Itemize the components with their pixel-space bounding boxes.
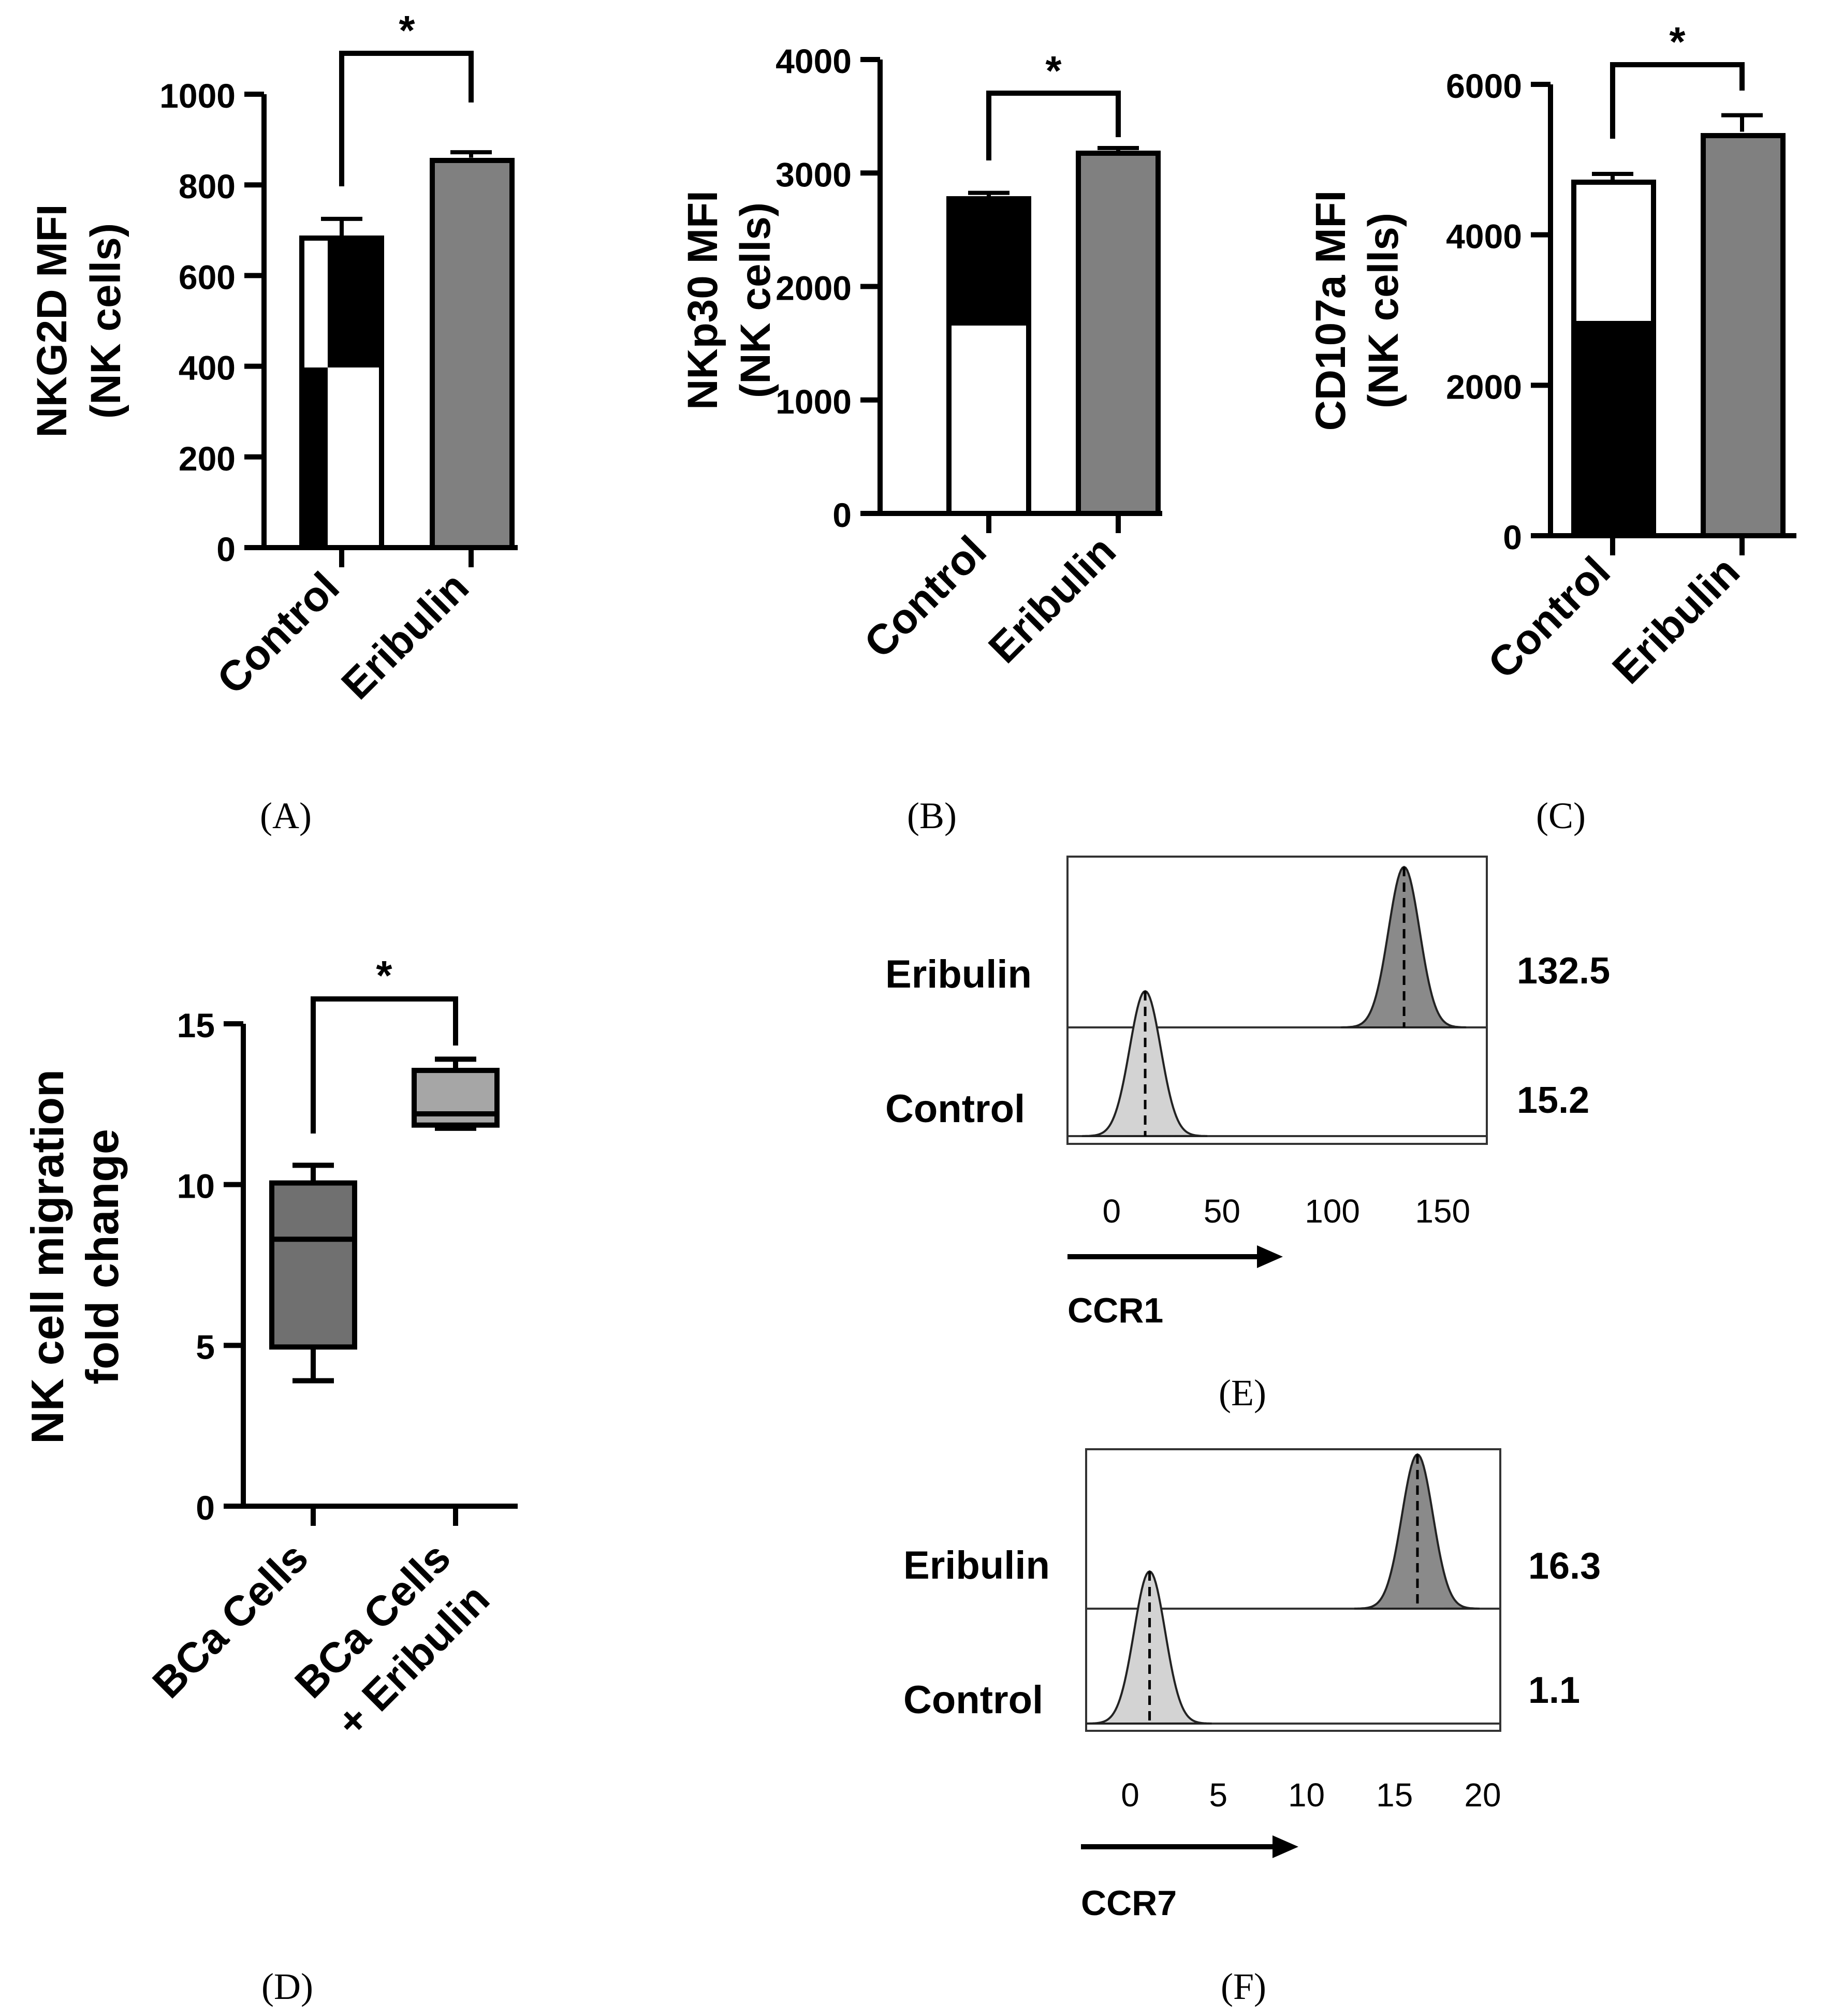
panel-b-y-label-line2: (NK cells): [732, 202, 779, 398]
panel-c-label: (C): [1536, 795, 1586, 836]
panel-a-y-tick-label: 800: [179, 167, 236, 205]
panel-c-x-tick-eribulin: Eribulin: [1604, 548, 1749, 693]
panel-c-bar-control-outline: [1571, 180, 1656, 538]
panel-a-x-tick-control: Control: [208, 563, 348, 703]
panel-f-row-value-control: 1.1: [1528, 1670, 1580, 1711]
panel-d: 0 5 10 15 * NK cell migration fold change B…: [22, 952, 518, 2007]
panel-c-y-label-line1: CD107a MFI: [1307, 190, 1354, 431]
panel-f-row-label-eribulin: Eribulin: [903, 1543, 1050, 1587]
panel-f-arrow-head: [1272, 1835, 1298, 1858]
panel-c-bar-eribulin: [1701, 133, 1786, 538]
panel-f-x-tick-label: 20: [1464, 1776, 1501, 1814]
panel-d-y-label-line1: NK cell migration: [22, 1069, 73, 1444]
panel-f-plot-frame: [1085, 1448, 1501, 1732]
panel-e-x-tick-label: 50: [1204, 1193, 1240, 1230]
panel-a-bar-control-outline: [299, 236, 384, 550]
panel-e-x-tick-label: 0: [1102, 1193, 1121, 1230]
panel-b-x-tick-eribulin: Eribulin: [980, 527, 1125, 672]
panel-c-y-tick-label: 4000: [1446, 217, 1522, 256]
panel-d-x-tick-bca-cells: BCa Cells: [144, 1534, 317, 1707]
panel-b-y-tick-label: 0: [832, 496, 852, 534]
panel-f-label: (F): [1221, 1966, 1266, 2007]
panel-e-plot-frame: [1066, 856, 1488, 1145]
panel-d-box-bca-eribulin: [412, 1056, 500, 1131]
panel-e-x-tick-label: 150: [1415, 1193, 1470, 1230]
panel-c-bar-control: [1571, 180, 1656, 538]
panel-f-row-value-eribulin: 16.3: [1528, 1546, 1601, 1587]
panel-a-y-label-line2: (NK cells): [82, 223, 129, 419]
panel-d-significance-star: *: [376, 952, 392, 998]
panel-a-y-tick-label: 1000: [159, 77, 236, 115]
panel-b-y-tick-label: 3000: [776, 155, 852, 194]
panel-f-marker-label: CCR7: [1081, 1883, 1177, 1923]
panel-a-bar-control-white-upper-left: [302, 238, 328, 367]
panel-c-y-tick-label: 0: [1503, 518, 1522, 556]
panel-a-y-tick-label: 0: [216, 530, 236, 568]
panel-c-significance-star: *: [1669, 19, 1686, 65]
panel-e-marker-label: CCR1: [1067, 1291, 1163, 1330]
panel-b-bar-control-outline: [946, 196, 1031, 516]
panel-b: 0 1000 2000 3000 4000 * NKp30 MFI (NK cells)…: [679, 42, 1162, 836]
panel-c-bar-control-black-bottom: [1574, 321, 1654, 536]
panel-f-x-tick-label: 5: [1209, 1776, 1228, 1814]
panel-d-box-iqr: [269, 1180, 357, 1350]
panel-e-row-label-eribulin: Eribulin: [885, 952, 1032, 996]
panel-a-label: (A): [260, 795, 312, 836]
panel-e-row-value-eribulin: 132.5: [1517, 950, 1610, 992]
panel-d-box-bca-cells: [269, 1162, 357, 1384]
panel-a-bar-eribulin: [430, 158, 515, 550]
panel-b-bar-control: [946, 196, 1031, 516]
panel-a-y-tick-label: 200: [179, 439, 236, 478]
panel-d-y-label-line2: fold change: [77, 1129, 128, 1385]
panel-c-y-tick-label: 2000: [1446, 367, 1522, 406]
panel-d-box-iqr: [412, 1068, 500, 1128]
panel-a-significance-bracket: [339, 51, 474, 186]
panel-a-bar-control: [299, 236, 384, 550]
panel-a-bar-control-black-lower-left: [302, 367, 328, 548]
panel-b-x-tick-control: Control: [855, 527, 995, 667]
panel-a-y-tick-label: 600: [179, 258, 236, 296]
panel-e-row-label-control: Control: [885, 1087, 1025, 1131]
panel-f-x-tick-label: 10: [1288, 1776, 1325, 1814]
panel-a-bar-control-black-upper-right: [328, 238, 382, 367]
panel-b-bar-control-black-top: [949, 199, 1029, 326]
panel-b-bar-eribulin: [1076, 151, 1161, 516]
panel-f-x-tick-label: 0: [1121, 1776, 1139, 1814]
panel-e-arrow-head: [1257, 1245, 1283, 1268]
panel-b-significance-bracket: [986, 91, 1121, 160]
panel-e-row-value-control: 15.2: [1517, 1080, 1589, 1121]
panel-b-y-tick-label: 1000: [776, 382, 852, 421]
panel-b-y-label-line1: NKp30 MFI: [679, 190, 726, 410]
panel-f-x-tick-label: 15: [1376, 1776, 1413, 1814]
panel-a-x-tick-eribulin: Eribulin: [333, 563, 478, 708]
panel-b-y-tick-label: 2000: [776, 269, 852, 307]
panel-d-y-tick-label: 15: [177, 1006, 215, 1044]
panel-b-label: (B): [907, 795, 957, 836]
panel-b-significance-star: *: [1045, 48, 1062, 94]
panel-f-row-label-control: Control: [903, 1678, 1043, 1722]
panel-e: Eribulin Control 132.5 15.2 0 50 100 150 CC…: [885, 856, 1610, 1414]
panel-c-y-label-line2: (NK cells): [1360, 213, 1407, 408]
panel-a-y-label-line1: NKG2D MFI: [28, 204, 76, 438]
panel-e-x-tick-label: 100: [1305, 1193, 1360, 1230]
panel-d-y-tick-label: 0: [196, 1489, 215, 1527]
panel-b-y-tick-label: 4000: [776, 42, 852, 80]
panel-d-significance-bracket: [311, 996, 458, 1134]
panel-c-x-tick-control: Control: [1479, 548, 1619, 687]
panel-a-y-tick-label: 400: [179, 349, 236, 387]
panel-c: 0 2000 4000 6000 * CD107a MFI (NK cells) Co…: [1307, 19, 1796, 836]
panel-a: 0 200 400 600 800 1000 * NKG2D MFI (NK cells)…: [28, 7, 518, 836]
panel-c-y-tick-label: 6000: [1446, 67, 1522, 105]
panel-f: Eribulin Control 16.3 1.1 0 5 10 15 20 CCR7 …: [903, 1448, 1601, 2007]
panel-d-y-tick-label: 5: [196, 1328, 215, 1366]
panel-a-bar-control-white-lower-right: [328, 367, 382, 548]
panel-d-label: (D): [261, 1966, 313, 2007]
panel-c-significance-bracket: [1610, 62, 1745, 139]
panel-e-label: (E): [1219, 1372, 1266, 1414]
panel-c-bar-control-white-top: [1574, 182, 1654, 321]
panel-b-bar-control-white-bottom: [949, 326, 1029, 513]
panel-d-y-tick-label: 10: [177, 1167, 215, 1205]
panel-a-significance-star: *: [399, 7, 415, 53]
